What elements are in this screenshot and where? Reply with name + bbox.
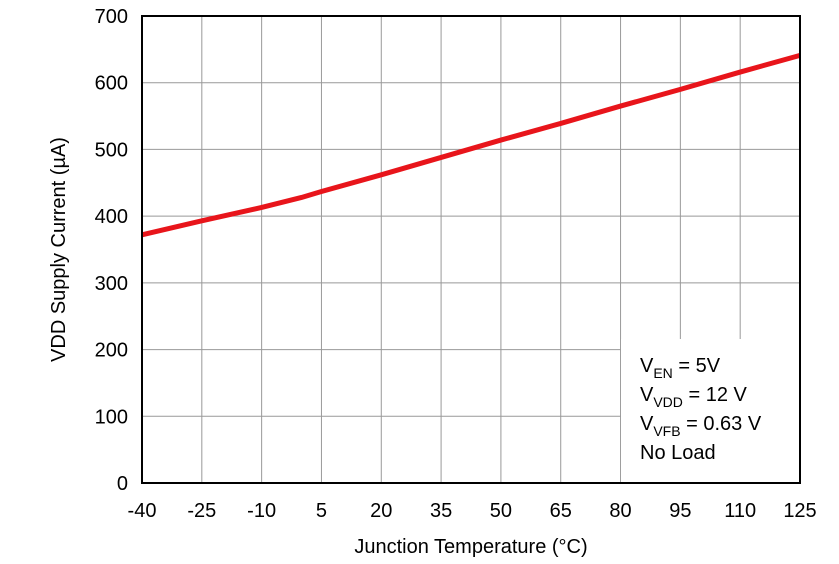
x-tick-label: 110 [724, 500, 756, 522]
x-tick-label: 125 [783, 500, 816, 522]
y-tick-label: 500 [95, 139, 128, 161]
annotation-sub: VFB [653, 423, 680, 439]
annotation-rest: = 12 V [683, 384, 748, 406]
annotation-base: V [640, 355, 654, 377]
annotation-base: No Load [640, 442, 716, 464]
x-tick-label: 5 [316, 500, 327, 522]
y-tick-label: 100 [95, 406, 128, 428]
x-tick-label: 20 [370, 500, 392, 522]
x-tick-label: 50 [490, 500, 512, 522]
annotation-rest: = 0.63 V [681, 413, 762, 435]
x-tick-label: -25 [187, 500, 216, 522]
annotation-box [621, 339, 800, 483]
x-tick-label: 80 [609, 500, 631, 522]
y-tick-label: 0 [117, 473, 128, 495]
annotation: No Load [640, 442, 716, 464]
annotation-sub: EN [653, 365, 672, 381]
x-tick-label: 35 [430, 500, 452, 522]
y-tick-label: 400 [95, 206, 128, 228]
y-tick-label: 300 [95, 273, 128, 295]
plot-frame [141, 15, 801, 484]
x-tick-label: 65 [550, 500, 572, 522]
x-tick-label: 95 [669, 500, 691, 522]
annotation-base: V [640, 384, 654, 406]
y-axis-label: VDD Supply Current (µA) [48, 137, 70, 362]
annotation: VEN = 5V [640, 355, 721, 381]
x-tick-label: -10 [247, 500, 276, 522]
y-tick-label: 700 [95, 6, 128, 28]
data-line [141, 52, 801, 238]
y-tick-label: 600 [95, 73, 128, 95]
annotation-sub: VDD [653, 394, 683, 410]
annotation: VVFB = 0.63 V [640, 413, 762, 439]
annotation-rest: = 5V [673, 355, 721, 377]
y-tick-label: 200 [95, 340, 128, 362]
annotation: VVDD = 12 V [640, 384, 748, 410]
annotation-base: V [640, 413, 654, 435]
x-axis-label: Junction Temperature (°C) [354, 536, 587, 558]
x-tick-label: -40 [128, 500, 157, 522]
